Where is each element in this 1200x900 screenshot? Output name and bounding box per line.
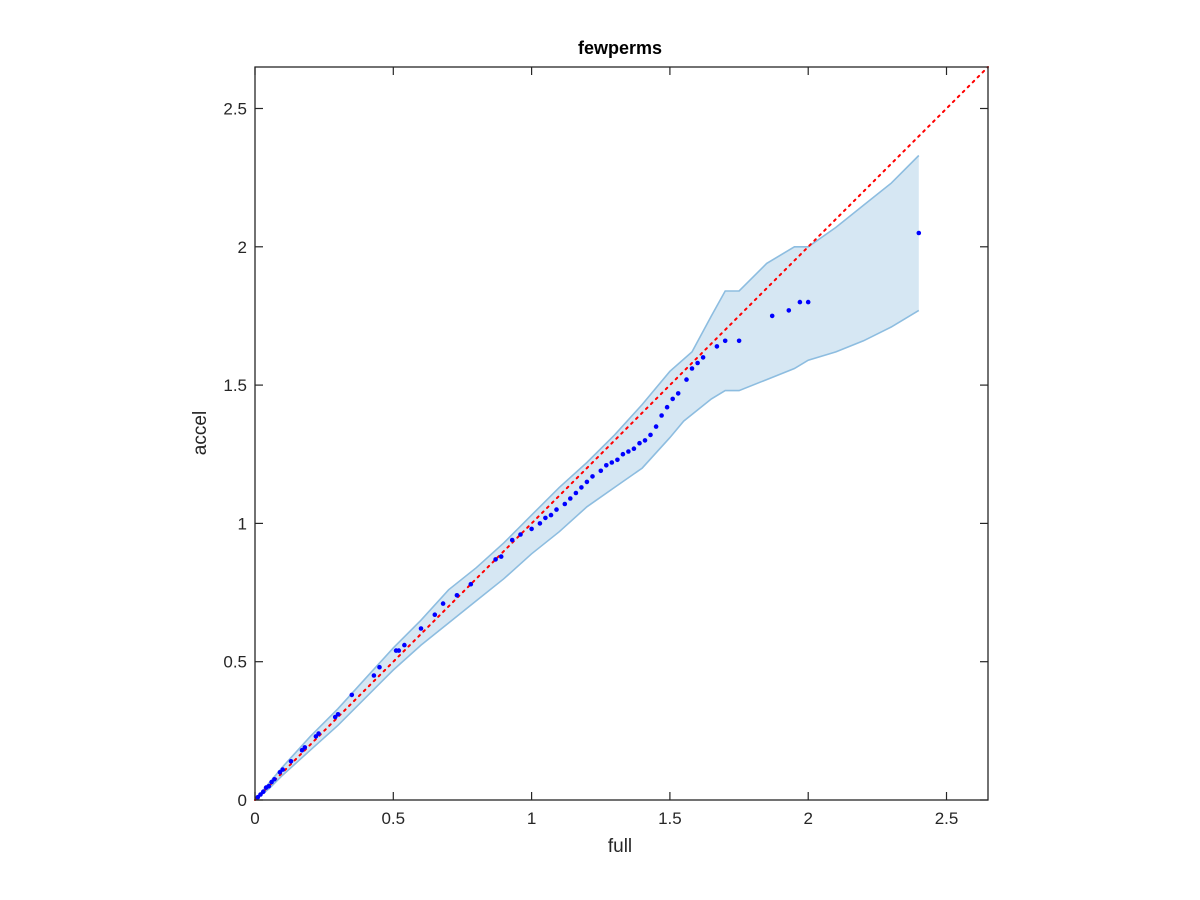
data-point — [736, 338, 742, 344]
data-point — [786, 308, 792, 313]
data-point — [288, 759, 294, 764]
data-point — [722, 338, 728, 344]
x-tick-label: 0.5 — [381, 809, 405, 828]
identity-reference-line — [254, 66, 989, 801]
data-point — [493, 557, 498, 562]
y-tick-label: 1 — [238, 514, 247, 533]
data-point — [349, 692, 355, 698]
data-point — [805, 299, 811, 305]
data-point — [529, 526, 534, 532]
data-point — [302, 745, 308, 750]
data-point — [335, 712, 341, 717]
data-point — [769, 313, 775, 319]
data-point — [609, 460, 615, 465]
data-point — [554, 507, 559, 512]
data-point — [266, 783, 272, 789]
data-point — [402, 642, 407, 648]
chart-title: fewperms — [578, 38, 662, 58]
data-point — [684, 377, 689, 382]
data-point — [518, 532, 523, 537]
x-tick-label: 1 — [527, 809, 536, 828]
data-point — [689, 366, 695, 371]
data-point — [258, 792, 263, 797]
data-point — [604, 463, 609, 468]
confidence-band — [255, 155, 919, 800]
data-point — [432, 612, 438, 617]
y-tick-label: 0.5 — [223, 653, 247, 672]
data-point — [454, 593, 460, 598]
x-tick-label: 1.5 — [658, 809, 682, 828]
data-point — [468, 581, 474, 587]
data-point — [916, 230, 922, 236]
x-tick-label: 0 — [250, 809, 259, 828]
data-point — [396, 648, 402, 653]
data-point — [440, 601, 446, 606]
data-point — [714, 344, 720, 349]
axes-box — [254, 66, 989, 801]
data-point — [562, 501, 568, 507]
data-point — [653, 424, 659, 429]
data-point — [620, 451, 626, 457]
x-axis-label: full — [608, 836, 632, 857]
data-point — [637, 440, 642, 446]
y-axis-label: accel — [190, 411, 211, 455]
data-point — [642, 438, 648, 443]
data-point — [670, 396, 675, 402]
data-point — [548, 512, 554, 518]
data-point — [584, 479, 590, 485]
data-point — [659, 413, 664, 418]
data-point — [509, 537, 515, 543]
y-tick-label: 1.5 — [223, 376, 247, 395]
data-point — [700, 355, 706, 360]
data-point — [626, 449, 631, 454]
data-point — [418, 626, 424, 631]
data-point — [272, 777, 277, 782]
data-point — [280, 767, 286, 772]
plot-area: 0 0.5 1 1.5 2 2.5 0 0.5 1 1.5 2 2.5 — [223, 66, 989, 828]
data-point — [598, 468, 604, 474]
data-point — [543, 515, 548, 521]
y-tick-label: 2.5 — [223, 99, 247, 118]
band-lower-edge — [254, 309, 920, 801]
data-point — [377, 664, 382, 670]
data-point — [695, 360, 700, 366]
data-point — [498, 554, 504, 559]
data-point — [579, 485, 584, 490]
x-tick-label: 2 — [803, 809, 812, 828]
data-point — [664, 404, 670, 410]
y-tick-label: 2 — [238, 238, 247, 257]
data-point — [648, 432, 653, 438]
data-point — [568, 496, 573, 501]
x-tick-label: 2.5 — [935, 809, 959, 828]
data-point — [316, 731, 321, 736]
data-point — [590, 474, 595, 479]
data-point — [371, 673, 377, 678]
data-point — [299, 747, 305, 753]
data-point — [573, 490, 579, 496]
data-point — [797, 299, 803, 305]
y-tick-label: 0 — [238, 791, 247, 810]
data-point — [261, 789, 266, 794]
data-point — [615, 457, 620, 463]
data-point — [631, 446, 637, 452]
data-point — [537, 521, 543, 526]
data-point — [675, 391, 681, 396]
